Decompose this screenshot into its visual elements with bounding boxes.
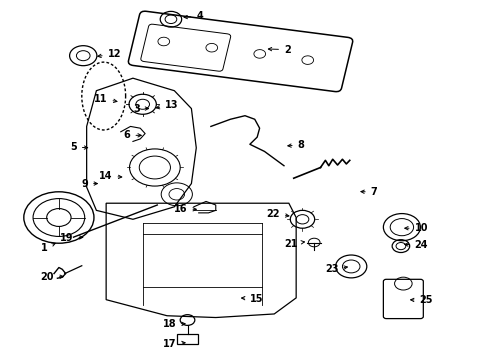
Text: 9: 9 <box>81 179 98 189</box>
Text: 2: 2 <box>269 45 291 55</box>
Text: 3: 3 <box>133 104 148 113</box>
Text: 16: 16 <box>174 204 196 214</box>
Text: 14: 14 <box>99 171 122 181</box>
Text: 1: 1 <box>41 243 55 253</box>
Text: 17: 17 <box>163 339 185 348</box>
Text: 22: 22 <box>267 209 289 219</box>
Text: 8: 8 <box>288 140 304 150</box>
Text: 20: 20 <box>41 272 63 282</box>
Text: 23: 23 <box>325 264 347 274</box>
Text: 18: 18 <box>163 319 185 329</box>
Text: 13: 13 <box>156 100 178 110</box>
Text: 10: 10 <box>405 223 428 233</box>
Text: 6: 6 <box>124 130 141 140</box>
Text: 11: 11 <box>94 94 117 104</box>
Text: 25: 25 <box>411 296 433 305</box>
Text: 15: 15 <box>242 294 263 303</box>
Text: 4: 4 <box>184 12 203 21</box>
Text: 12: 12 <box>98 49 121 59</box>
Text: 24: 24 <box>405 240 428 250</box>
Text: 7: 7 <box>361 187 377 197</box>
Text: 5: 5 <box>70 142 88 152</box>
Text: 19: 19 <box>60 233 83 243</box>
Text: 21: 21 <box>284 239 304 249</box>
